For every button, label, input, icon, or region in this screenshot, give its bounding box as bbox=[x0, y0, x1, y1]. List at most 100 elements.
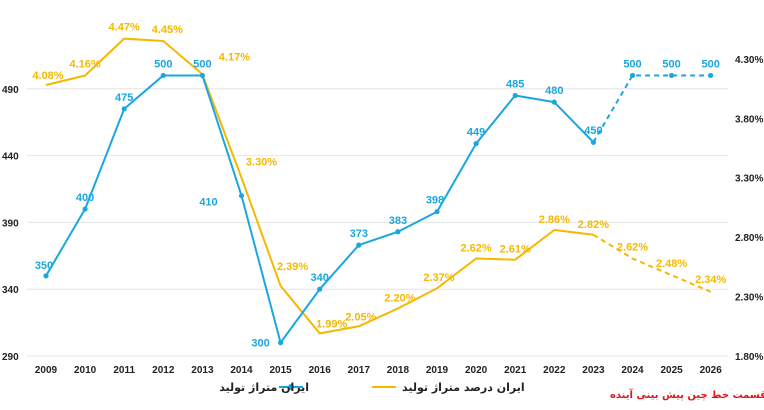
x-tick-label: 2014 bbox=[230, 365, 253, 376]
gold-data-label: 2.20% bbox=[384, 292, 415, 304]
gold-data-label: 1.99% bbox=[316, 318, 347, 330]
series-line-actual bbox=[45, 74, 595, 344]
left-tick-label: 490 bbox=[2, 85, 19, 96]
right-axis: 1.80% 2.30% 2.80% 3.30% 3.80% 4.30% bbox=[735, 55, 763, 363]
data-point bbox=[669, 72, 675, 79]
gold-data-label: 2.61% bbox=[500, 244, 531, 256]
gold-data-label: 4.47% bbox=[109, 22, 140, 34]
x-tick-label: 2009 bbox=[35, 365, 58, 376]
right-tick-label: 3.80% bbox=[735, 114, 763, 125]
x-tick-label: 2012 bbox=[152, 365, 175, 376]
series-line-forecast bbox=[592, 233, 712, 293]
x-tick-label: 2011 bbox=[113, 365, 135, 376]
gold-data-label: 4.16% bbox=[69, 58, 100, 70]
blue-data-label: 480 bbox=[545, 85, 563, 97]
x-tick-label: 2025 bbox=[660, 365, 683, 376]
blue-data-label: 500 bbox=[154, 58, 172, 70]
blue-data-label: 500 bbox=[702, 58, 720, 70]
blue-data-label: 383 bbox=[389, 215, 407, 227]
gold-data-label: 4.08% bbox=[32, 70, 63, 82]
gold-data-label: 4.17% bbox=[219, 51, 250, 63]
data-point bbox=[121, 106, 127, 112]
blue-data-label: 400 bbox=[76, 192, 94, 204]
x-tick-label: 2015 bbox=[269, 365, 292, 376]
gold-data-label: 2.05% bbox=[345, 311, 376, 323]
legend: ایران متراژ تولید ایران درصد متراژ تولید bbox=[219, 381, 524, 394]
data-point bbox=[708, 72, 714, 79]
left-tick-label: 390 bbox=[2, 218, 19, 229]
left-axis: 290 340 390 440 490 bbox=[2, 85, 19, 363]
legend-label-blue: ایران متراژ تولید bbox=[219, 381, 309, 394]
data-point bbox=[43, 273, 49, 279]
forecast-note: قسمت خط چین پیش بینی آینده bbox=[610, 388, 764, 401]
data-point bbox=[356, 242, 362, 248]
blue-data-label: 340 bbox=[311, 272, 329, 284]
data-point bbox=[160, 72, 166, 79]
x-tick-label: 2022 bbox=[543, 365, 566, 376]
x-tick-label: 2019 bbox=[426, 365, 449, 376]
blue-data-label: 300 bbox=[251, 338, 269, 350]
left-tick-label: 290 bbox=[2, 352, 19, 363]
left-tick-label: 340 bbox=[2, 285, 19, 296]
data-point bbox=[473, 140, 479, 147]
series-line-forecast bbox=[592, 74, 711, 143]
blue-data-label: 450 bbox=[584, 125, 602, 137]
right-tick-label: 2.80% bbox=[735, 233, 763, 244]
gold-data-label: 2.82% bbox=[578, 219, 609, 231]
x-tick-label: 2023 bbox=[582, 365, 605, 376]
x-tick-label: 2024 bbox=[621, 365, 644, 376]
legend-marker-blue bbox=[288, 384, 294, 390]
data-point bbox=[395, 229, 401, 235]
gold-data-label: 2.34% bbox=[695, 274, 726, 286]
gold-data-label: 2.48% bbox=[656, 258, 687, 270]
x-tick-label: 2013 bbox=[191, 365, 214, 376]
right-tick-label: 4.30% bbox=[735, 55, 763, 66]
blue-data-label: 373 bbox=[350, 228, 368, 240]
x-tick-label: 2017 bbox=[348, 365, 371, 376]
data-point bbox=[512, 92, 518, 99]
gold-data-label: 3.30% bbox=[246, 157, 277, 169]
blue-data-label: 500 bbox=[662, 58, 680, 70]
blue-data-label: 410 bbox=[199, 197, 217, 209]
blue-data-label: 398 bbox=[426, 195, 444, 207]
x-tick-label: 2016 bbox=[309, 365, 332, 376]
blue-data-label: 350 bbox=[35, 260, 53, 272]
right-tick-label: 3.30% bbox=[735, 174, 763, 185]
x-axis: 2009 2010 2011 2012 2013 2014 2015 2016 2017 2018… bbox=[35, 365, 722, 376]
gold-data-label: 2.62% bbox=[460, 243, 491, 255]
x-tick-label: 2021 bbox=[504, 365, 527, 376]
gold-data-label: 2.86% bbox=[539, 214, 570, 226]
data-point bbox=[590, 139, 597, 145]
gold-data-label: 2.37% bbox=[423, 272, 454, 284]
series-production-share bbox=[45, 37, 712, 335]
x-tick-label: 2010 bbox=[74, 365, 97, 376]
data-point bbox=[278, 340, 284, 346]
left-tick-label: 440 bbox=[2, 152, 19, 163]
blue-data-label: 485 bbox=[506, 78, 524, 90]
series-line-actual bbox=[45, 37, 594, 335]
gold-data-label: 4.45% bbox=[152, 24, 183, 36]
data-point bbox=[434, 209, 440, 215]
data-labels: 350 400 475 500 500 410 300 340 373 383 398 449 485 4… bbox=[32, 22, 726, 350]
x-tick-label: 2018 bbox=[387, 365, 410, 376]
blue-data-label: 449 bbox=[467, 127, 485, 139]
blue-data-label: 500 bbox=[193, 58, 211, 70]
data-point bbox=[82, 206, 88, 212]
blue-data-label: 475 bbox=[115, 92, 133, 104]
data-point bbox=[317, 286, 323, 292]
legend-label-gold: ایران درصد متراژ تولید bbox=[402, 381, 525, 394]
right-tick-label: 1.80% bbox=[735, 352, 763, 363]
data-point bbox=[629, 72, 636, 79]
x-tick-label: 2026 bbox=[700, 365, 723, 376]
series-production-area bbox=[43, 72, 714, 346]
data-point bbox=[199, 72, 205, 79]
data-point bbox=[238, 193, 245, 199]
gold-data-label: 2.39% bbox=[277, 261, 308, 273]
gridlines bbox=[27, 88, 728, 357]
data-point bbox=[551, 99, 557, 105]
right-tick-label: 2.30% bbox=[735, 293, 763, 304]
gold-data-label: 2.62% bbox=[617, 242, 648, 254]
x-tick-label: 2020 bbox=[465, 365, 488, 376]
